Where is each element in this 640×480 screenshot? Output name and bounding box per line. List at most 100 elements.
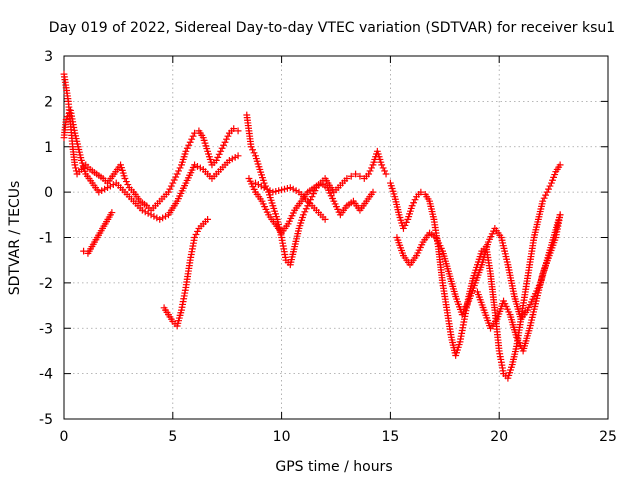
data-point	[182, 147, 190, 155]
x-axis: 0 5 10 15 20 25	[60, 56, 617, 445]
data-point	[289, 185, 297, 193]
data-point	[254, 181, 262, 188]
y-tick-label: -5	[39, 412, 53, 428]
data-point	[231, 153, 239, 161]
x-axis-title: GPS time / hours	[275, 459, 392, 475]
x-tick-label: 15	[381, 429, 399, 445]
data-point	[121, 175, 129, 182]
data-point	[542, 191, 550, 199]
data-point	[230, 125, 238, 132]
data-point	[191, 161, 198, 169]
data-point	[379, 164, 387, 172]
data-point	[98, 187, 106, 195]
data-point	[378, 161, 386, 169]
data-point	[196, 164, 204, 172]
data-point	[401, 222, 409, 229]
data-point	[275, 187, 283, 195]
y-axis: -5 -4 -3 -2 -1 0 1 2 3	[39, 49, 608, 428]
data-point	[250, 149, 258, 157]
data-point	[310, 190, 317, 198]
data-point	[218, 144, 226, 152]
data-point	[101, 185, 109, 193]
data-point	[257, 182, 265, 190]
data-point	[167, 182, 175, 190]
data-point	[228, 155, 236, 163]
data-point	[408, 202, 416, 210]
data-point	[292, 187, 300, 195]
data-point	[234, 127, 242, 135]
data-point	[224, 132, 232, 140]
data-point	[368, 164, 375, 172]
data-point	[159, 214, 167, 222]
data-point	[147, 211, 155, 219]
x-tick-label: 0	[60, 429, 69, 445]
x-tick-label: 10	[273, 429, 291, 445]
data-point	[284, 184, 291, 192]
data-point	[556, 211, 564, 219]
data-point	[369, 188, 377, 196]
y-tick-label: -1	[39, 231, 53, 247]
data-point	[156, 215, 164, 223]
data-point	[217, 147, 225, 155]
data-point	[381, 167, 388, 175]
data-point	[191, 234, 198, 241]
data-point	[402, 218, 410, 226]
data-point	[194, 163, 201, 170]
y-tick-label: 1	[44, 140, 53, 156]
data-point	[382, 170, 390, 178]
data-point	[170, 176, 178, 184]
data-point	[411, 196, 419, 204]
y-tick-label: 2	[44, 94, 53, 110]
data-point	[204, 215, 212, 223]
x-tick-label: 25	[599, 429, 617, 445]
data-point	[150, 212, 158, 220]
data-point	[166, 185, 174, 193]
data-point	[352, 170, 359, 178]
data-point	[62, 116, 70, 123]
data-point	[302, 205, 310, 213]
y-tick-label: 0	[44, 185, 53, 201]
y-tick-label: -3	[39, 321, 53, 337]
data-point	[539, 197, 547, 205]
data-point	[400, 225, 407, 232]
data-point	[186, 138, 194, 146]
data-point	[221, 138, 229, 146]
data-point	[138, 206, 146, 214]
data-point	[192, 231, 200, 238]
data-point	[189, 132, 197, 140]
data-point	[183, 144, 191, 152]
data-point	[545, 185, 552, 193]
data-point	[109, 181, 117, 188]
data-point	[281, 185, 288, 193]
data-point	[286, 184, 294, 191]
data-point	[220, 141, 227, 149]
data-point	[278, 186, 285, 194]
data-point	[307, 196, 315, 204]
y-axis-title: SDTVAR / TECUs	[7, 181, 23, 296]
data-point	[299, 211, 307, 219]
data-point	[141, 208, 149, 216]
data-point	[366, 167, 374, 175]
y-tick-label: 3	[44, 49, 53, 65]
data-points	[60, 70, 564, 382]
data-point	[72, 164, 80, 172]
data-point	[95, 188, 103, 196]
data-point	[343, 175, 351, 182]
data-point	[263, 185, 271, 193]
data-point	[194, 228, 201, 235]
data-point	[214, 153, 222, 161]
y-tick-label: -4	[39, 367, 53, 383]
data-point	[321, 215, 329, 223]
chart-title: Day 019 of 2022, Sidereal Day-to-day VTE…	[49, 20, 615, 36]
data-point	[175, 167, 183, 175]
data-point	[252, 179, 259, 187]
data-point	[249, 146, 256, 154]
data-point	[185, 141, 193, 149]
data-point	[104, 184, 111, 191]
data-point	[543, 188, 551, 196]
data-point	[308, 193, 316, 201]
data-point	[122, 178, 130, 185]
data-point	[540, 194, 548, 202]
data-point	[72, 167, 80, 175]
